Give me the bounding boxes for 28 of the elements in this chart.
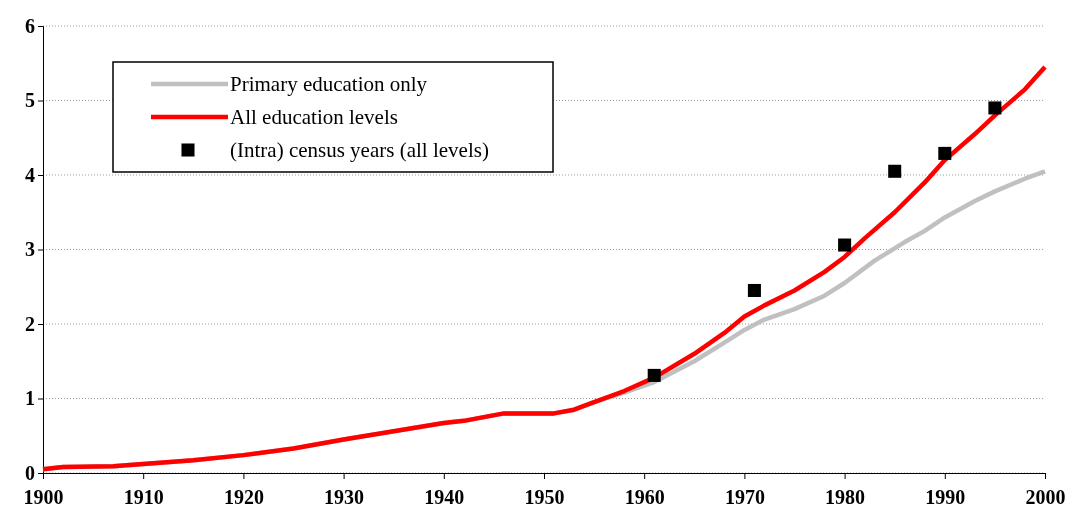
point bbox=[647, 368, 661, 382]
y-tick-label: 3 bbox=[25, 238, 35, 261]
legend-label: Primary education only bbox=[230, 72, 428, 96]
x-tick-label: 1950 bbox=[524, 486, 565, 508]
y-tick-label: 1 bbox=[25, 387, 35, 410]
y-tick-label: 5 bbox=[25, 89, 35, 112]
line-series bbox=[40, 64, 1048, 472]
point bbox=[747, 283, 761, 297]
legend-label: All education levels bbox=[230, 105, 398, 129]
x-tick-label: 1960 bbox=[624, 486, 665, 508]
y-tick-label: 4 bbox=[25, 163, 35, 186]
x-tick-label: 2000 bbox=[1025, 486, 1066, 508]
x-tick-label: 1980 bbox=[825, 486, 866, 508]
point bbox=[938, 146, 952, 160]
y-tick-label: 2 bbox=[25, 312, 35, 335]
x-tick-label: 1930 bbox=[324, 486, 365, 508]
point bbox=[838, 238, 852, 252]
x-tick-label: 1900 bbox=[23, 486, 64, 508]
point bbox=[888, 164, 902, 178]
legend-label: (Intra) census years (all levels) bbox=[230, 138, 489, 162]
point bbox=[988, 101, 1002, 115]
x-tick-label: 1990 bbox=[925, 486, 966, 508]
x-tick-label: 1940 bbox=[424, 486, 465, 508]
y-tick-label: 6 bbox=[25, 14, 35, 37]
x-tick-label: 1920 bbox=[223, 486, 264, 508]
x-tick-label: 1970 bbox=[724, 486, 765, 508]
y-tick-label: 0 bbox=[25, 461, 35, 484]
x-tick-label: 1910 bbox=[123, 486, 164, 508]
